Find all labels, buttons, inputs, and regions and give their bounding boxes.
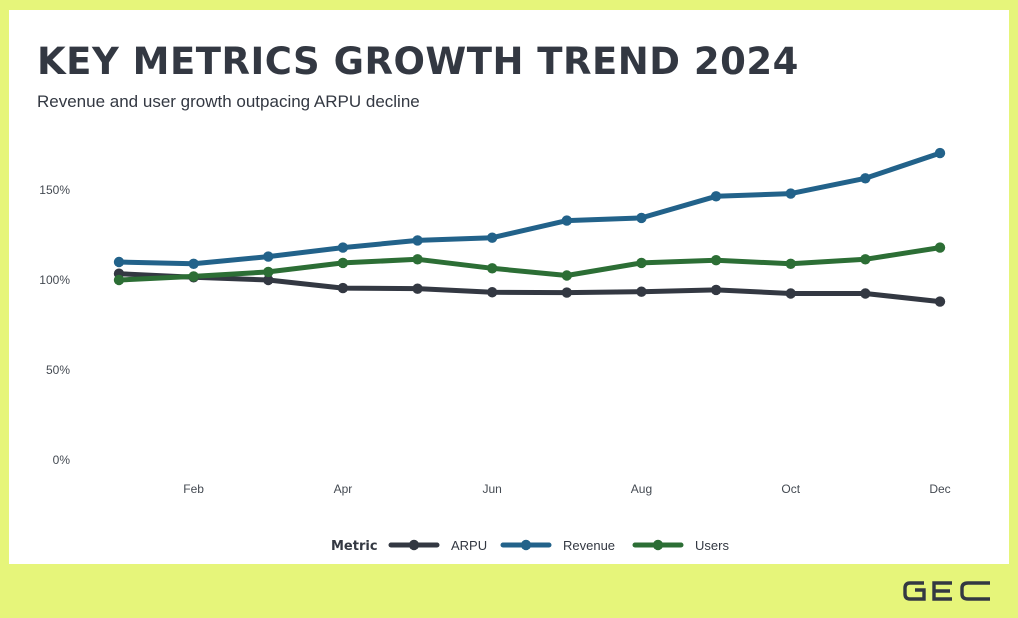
legend: Metric ARPU Revenue Users (331, 538, 729, 554)
series-line-users (116, 245, 943, 283)
data-point-users (113, 274, 125, 286)
chart-title: KEY METRICS GROWTH TREND 2024 (37, 40, 799, 83)
y-tick-label: 50% (46, 363, 70, 377)
x-tick-label: Oct (781, 482, 800, 496)
y-tick-label: 0% (53, 453, 71, 467)
legend-marker-arpu (408, 539, 420, 551)
chart-card: KEY METRICS GROWTH TREND 2024 Revenue an… (9, 10, 1009, 564)
data-point-arpu (934, 296, 946, 307)
data-point-arpu (636, 286, 647, 297)
data-point-revenue (785, 188, 796, 199)
legend-marker-users (652, 539, 664, 551)
data-point-arpu (860, 288, 871, 299)
x-axis: Feb Apr Jun Aug Oct Dec (183, 482, 950, 496)
series-line-revenue (116, 150, 943, 267)
legend-label-arpu: ARPU (451, 538, 487, 553)
data-point-arpu (710, 284, 722, 296)
series-line-arpu (116, 271, 943, 305)
y-tick-label: 150% (39, 183, 70, 197)
x-tick-label: Feb (183, 482, 204, 496)
data-point-users (412, 254, 423, 265)
y-axis: 0% 50% 100% 150% (39, 183, 70, 467)
data-point-revenue (188, 258, 199, 269)
data-point-revenue (263, 251, 274, 262)
data-point-revenue (860, 173, 871, 184)
data-point-users (561, 270, 573, 281)
data-point-users (636, 257, 647, 269)
x-tick-label: Dec (929, 482, 950, 496)
x-tick-label: Jun (483, 482, 502, 496)
legend-marker-revenue (520, 539, 532, 551)
data-point-revenue (710, 191, 722, 202)
data-point-revenue (934, 147, 946, 159)
data-point-users (710, 255, 722, 266)
data-point-revenue (486, 232, 498, 243)
data-point-users (860, 254, 871, 265)
data-point-users (188, 271, 199, 282)
data-point-revenue (636, 212, 647, 224)
data-point-users (263, 266, 274, 278)
series-lines (116, 150, 943, 305)
data-point-users (486, 263, 498, 274)
line-chart: 0% 50% 100% 150% Feb Apr Jun Aug Oct Dec Metric … (39, 147, 951, 554)
series-points (113, 147, 946, 307)
data-point-users (934, 242, 946, 253)
data-point-arpu (337, 282, 349, 294)
chart-subtitle: Revenue and user growth outpacing ARPU d… (37, 92, 420, 111)
data-point-revenue (412, 235, 423, 246)
data-point-revenue (337, 242, 349, 253)
data-point-revenue (561, 215, 573, 226)
data-point-arpu (561, 287, 573, 298)
x-tick-label: Apr (334, 482, 353, 496)
data-point-arpu (412, 283, 423, 294)
data-point-arpu (263, 274, 274, 286)
gec-logo (903, 581, 990, 601)
data-point-users (337, 257, 349, 269)
data-point-revenue (113, 256, 125, 268)
data-point-users (785, 258, 796, 269)
y-tick-label: 100% (39, 273, 70, 287)
legend-label-users: Users (695, 538, 729, 553)
data-point-arpu (785, 288, 796, 299)
legend-label-revenue: Revenue (563, 538, 615, 553)
x-tick-label: Aug (631, 482, 652, 496)
legend-title: Metric (331, 539, 378, 554)
data-point-arpu (486, 287, 498, 298)
